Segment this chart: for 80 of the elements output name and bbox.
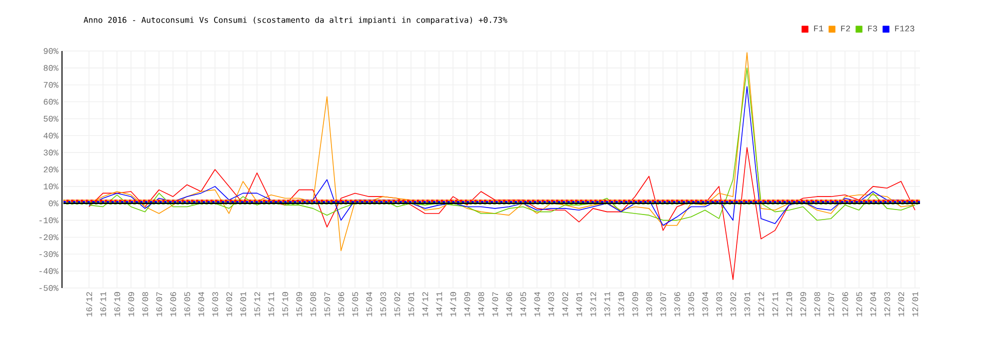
x-tick-label: 12/04 [870, 292, 876, 316]
x-tick-label: 13/11 [604, 292, 610, 316]
legend-label: F1 [814, 26, 824, 32]
x-tick-label: 15/04 [366, 292, 372, 316]
x-tick-label: 15/12 [254, 292, 260, 316]
x-tick-label: 16/12 [86, 292, 92, 316]
x-tick-label: 14/05 [520, 292, 526, 316]
x-tick-label: 12/03 [884, 292, 890, 316]
x-tick-label: 16/04 [198, 292, 204, 316]
x-tick-label: 14/06 [506, 292, 512, 316]
x-tick-label: 13/08 [646, 292, 652, 316]
x-tick-label: 15/11 [268, 292, 274, 316]
x-tick-label: 12/01 [912, 292, 918, 316]
legend-label: F123 [895, 26, 914, 32]
x-tick-label: 16/10 [114, 292, 120, 316]
y-tick-label: 40% [44, 132, 58, 139]
x-tick-label: 16/11 [100, 292, 106, 316]
x-tick-label: 13/01 [744, 292, 750, 316]
x-tick-label: 12/12 [758, 292, 764, 316]
y-tick-label: 20% [44, 166, 58, 172]
x-tick-label: 13/12 [590, 292, 596, 316]
x-tick-label: 12/10 [786, 292, 792, 316]
x-tick-label: 13/05 [688, 292, 694, 316]
x-tick-label: 15/09 [296, 292, 302, 316]
x-tick-label: 13/07 [660, 292, 666, 316]
y-tick-label: -30% [39, 251, 58, 258]
x-tick-label: 12/05 [856, 292, 862, 316]
x-tick-label: 14/02 [562, 292, 568, 316]
x-tick-label: 15/02 [394, 292, 400, 316]
x-tick-label: 12/09 [800, 292, 806, 316]
x-tick-label: 12/06 [842, 292, 848, 316]
x-tick-label: 13/09 [632, 292, 638, 316]
x-tick-label: 16/02 [226, 292, 232, 316]
x-tick-label: 15/06 [338, 292, 344, 316]
y-tick-label: -10% [39, 217, 58, 224]
x-tick-label: 15/01 [408, 292, 414, 316]
x-tick-label: 16/07 [156, 292, 162, 316]
x-tick-label: 15/03 [380, 292, 386, 316]
x-tick-label: 14/04 [534, 292, 540, 316]
x-tick-label: 14/03 [548, 292, 554, 316]
chart-title: Anno 2016 - Autoconsumi Vs Consumi (scostamento da altri impianti in comparativa) +0.73% [84, 16, 508, 24]
x-tick-label: 15/05 [352, 292, 358, 316]
x-tick-label: 15/08 [310, 292, 316, 316]
x-tick-label: 14/08 [478, 292, 484, 316]
y-tick-label: 10% [44, 184, 58, 190]
x-tick-label: 12/08 [814, 292, 820, 316]
x-tick-label: 14/07 [492, 292, 498, 316]
legend-label: F3 [868, 26, 878, 32]
y-tick-label: 50% [44, 116, 58, 122]
x-tick-label: 14/01 [576, 292, 582, 316]
y-tick-label: -40% [39, 268, 58, 274]
x-tick-label: 14/09 [464, 292, 470, 316]
y-tick-label: -50% [39, 285, 58, 291]
x-tick-label: 16/06 [170, 292, 176, 316]
x-tick-label: 12/11 [772, 292, 778, 316]
x-tick-label: 16/08 [142, 292, 148, 316]
x-tick-label: 16/03 [212, 292, 218, 316]
y-tick-label: 0% [48, 200, 58, 206]
x-tick-label: 14/11 [436, 292, 442, 316]
x-tick-label: 15/07 [324, 292, 330, 316]
x-tick-label: 14/12 [422, 292, 428, 316]
legend-label: F2 [841, 26, 850, 32]
y-tick-label: 80% [44, 65, 58, 71]
y-tick-label: 60% [44, 98, 58, 105]
y-tick-label: -20% [39, 234, 58, 240]
x-tick-label: 13/10 [618, 292, 624, 316]
y-tick-label: 30% [44, 150, 58, 156]
y-tick-label: 90% [44, 48, 58, 54]
x-tick-label: 15/10 [282, 292, 288, 316]
x-tick-label: 16/01 [240, 292, 246, 316]
x-tick-label: 13/04 [702, 292, 708, 316]
x-tick-label: 16/05 [184, 292, 190, 316]
y-tick-label: 70% [44, 82, 58, 88]
x-tick-label: 13/02 [730, 292, 736, 316]
x-tick-label: 12/02 [898, 292, 904, 316]
x-tick-label: 13/03 [716, 292, 722, 316]
x-tick-label: 12/07 [828, 292, 834, 316]
x-tick-label: 16/09 [128, 292, 134, 316]
x-tick-label: 13/06 [674, 292, 680, 316]
x-tick-label: 14/10 [450, 292, 456, 316]
